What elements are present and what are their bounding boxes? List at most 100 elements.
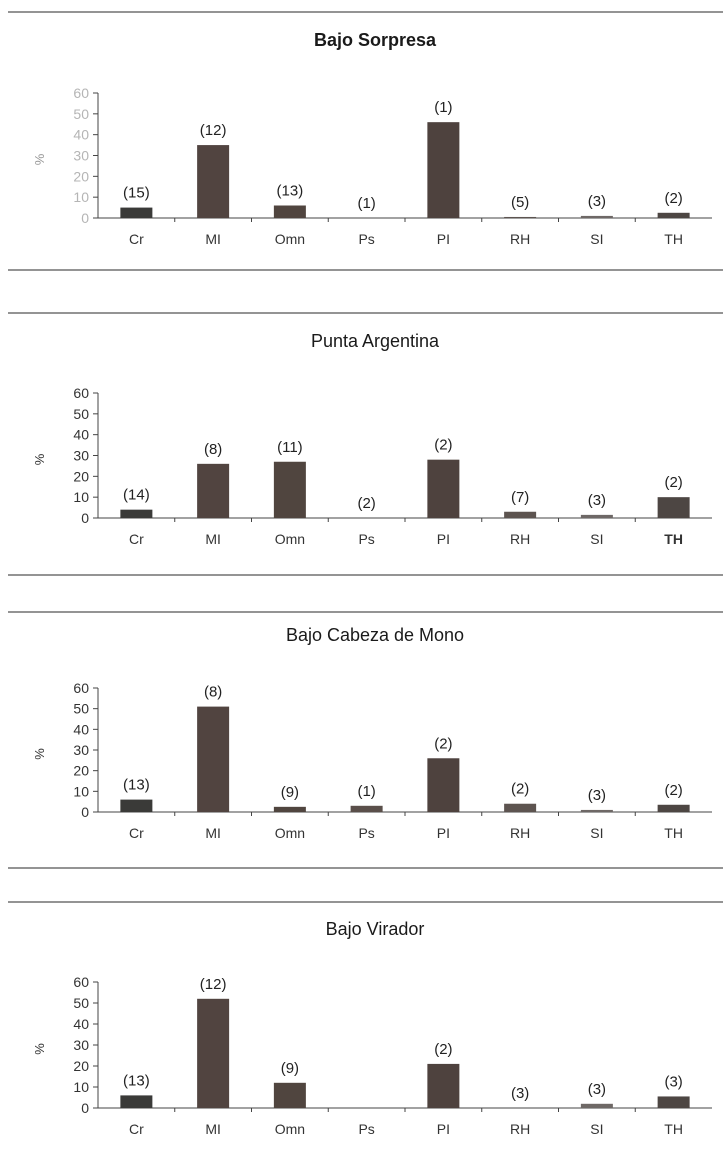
bar-annotation: (13) xyxy=(123,777,150,794)
x-tick-label: Cr xyxy=(129,531,144,547)
y-tick-label: 20 xyxy=(73,468,89,484)
bar-omn xyxy=(273,806,306,812)
bar-cr xyxy=(120,509,153,518)
y-axis-label: % xyxy=(32,748,47,760)
y-tick-label: 10 xyxy=(73,489,89,505)
bar-cr xyxy=(120,1095,153,1108)
x-tick-label: MI xyxy=(205,825,221,841)
bar-annotation: (1) xyxy=(434,99,452,116)
x-tick-label: Cr xyxy=(129,231,144,247)
bar-annotation: (2) xyxy=(434,735,452,752)
x-tick-label: TH xyxy=(664,1121,683,1137)
y-tick-label: 20 xyxy=(73,763,89,779)
bar-annotation: (3) xyxy=(588,787,606,804)
x-tick-label: RH xyxy=(510,825,530,841)
chart-title: Bajo Virador xyxy=(326,919,425,939)
bar-cr xyxy=(120,207,153,218)
x-tick-label: Omn xyxy=(275,1121,305,1137)
y-tick-label: 50 xyxy=(73,106,89,122)
bar-annotation: (15) xyxy=(123,185,150,202)
bar-annotation: (12) xyxy=(200,976,227,993)
y-tick-label: 40 xyxy=(73,721,89,737)
bar-annotation: (3) xyxy=(511,1085,529,1102)
x-tick-label: SI xyxy=(590,531,603,547)
x-tick-label: Ps xyxy=(358,1121,374,1137)
bar-cr xyxy=(120,799,153,812)
bar-annotation: (13) xyxy=(123,1072,150,1089)
bar-th xyxy=(657,804,690,812)
bar-th xyxy=(657,497,690,518)
x-tick-label: PI xyxy=(437,825,450,841)
y-tick-label: 40 xyxy=(73,127,89,143)
x-tick-label: Cr xyxy=(129,1121,144,1137)
bar-si xyxy=(580,1103,613,1108)
bar-annotation: (11) xyxy=(277,439,303,456)
bar-annotation: (2) xyxy=(511,781,529,798)
bar-pi xyxy=(427,758,460,812)
x-tick-label: SI xyxy=(590,1121,603,1137)
bar-pi xyxy=(427,122,460,218)
x-tick-label: SI xyxy=(590,231,603,247)
bar-annotation: (2) xyxy=(664,782,682,799)
y-tick-label: 0 xyxy=(81,210,89,226)
x-tick-label: Omn xyxy=(275,825,305,841)
y-tick-label: 60 xyxy=(73,680,89,696)
bar-si xyxy=(580,809,613,812)
chart-title: Punta Argentina xyxy=(311,331,440,351)
x-tick-label: Ps xyxy=(358,531,374,547)
y-tick-label: 50 xyxy=(73,701,89,717)
bar-th xyxy=(657,212,690,218)
bar-si xyxy=(580,215,613,218)
y-tick-label: 40 xyxy=(73,427,89,443)
bar-annotation: (3) xyxy=(588,492,606,509)
x-tick-label: Omn xyxy=(275,231,305,247)
bar-annotation: (12) xyxy=(200,122,227,139)
x-tick-label: TH xyxy=(664,531,683,547)
x-tick-label: MI xyxy=(205,231,221,247)
chart-title: Bajo Sorpresa xyxy=(314,30,437,50)
bar-omn xyxy=(273,461,306,518)
bar-annotation: (13) xyxy=(277,183,304,200)
x-tick-label: Ps xyxy=(358,231,374,247)
y-tick-label: 50 xyxy=(73,406,89,422)
y-axis-label: % xyxy=(32,1043,47,1055)
bar-annotation: (3) xyxy=(588,1081,606,1098)
bar-rh xyxy=(504,216,537,218)
y-tick-label: 60 xyxy=(73,974,89,990)
y-tick-label: 30 xyxy=(73,148,89,164)
x-tick-label: Omn xyxy=(275,531,305,547)
x-tick-label: PI xyxy=(437,1121,450,1137)
bar-mi xyxy=(197,145,230,218)
y-tick-label: 30 xyxy=(73,1037,89,1053)
bar-mi xyxy=(197,706,230,812)
bar-annotation: (8) xyxy=(204,684,222,701)
x-tick-label: Cr xyxy=(129,825,144,841)
bar-ps xyxy=(350,805,383,812)
x-tick-label: PI xyxy=(437,531,450,547)
y-tick-label: 0 xyxy=(81,510,89,526)
bar-annotation: (2) xyxy=(664,190,682,207)
y-tick-label: 10 xyxy=(73,189,89,205)
bar-annotation: (9) xyxy=(281,784,299,801)
y-tick-label: 0 xyxy=(81,1100,89,1116)
bar-si xyxy=(580,514,613,518)
x-tick-label: PI xyxy=(437,231,450,247)
bar-mi xyxy=(197,463,230,518)
y-tick-label: 20 xyxy=(73,168,89,184)
bar-annotation: (2) xyxy=(664,474,682,491)
y-tick-label: 60 xyxy=(73,85,89,101)
chart-title: Bajo Cabeza de Mono xyxy=(286,625,464,645)
bar-annotation: (9) xyxy=(281,1060,299,1077)
y-tick-label: 10 xyxy=(73,1079,89,1095)
bar-annotation: (2) xyxy=(357,495,375,512)
y-tick-label: 40 xyxy=(73,1016,89,1032)
bar-annotation: (3) xyxy=(664,1073,682,1090)
x-tick-label: Ps xyxy=(358,825,374,841)
x-tick-label: MI xyxy=(205,1121,221,1137)
bar-pi xyxy=(427,459,460,518)
x-tick-label: RH xyxy=(510,231,530,247)
bar-mi xyxy=(197,998,230,1108)
y-tick-label: 0 xyxy=(81,804,89,820)
bar-pi xyxy=(427,1063,460,1108)
